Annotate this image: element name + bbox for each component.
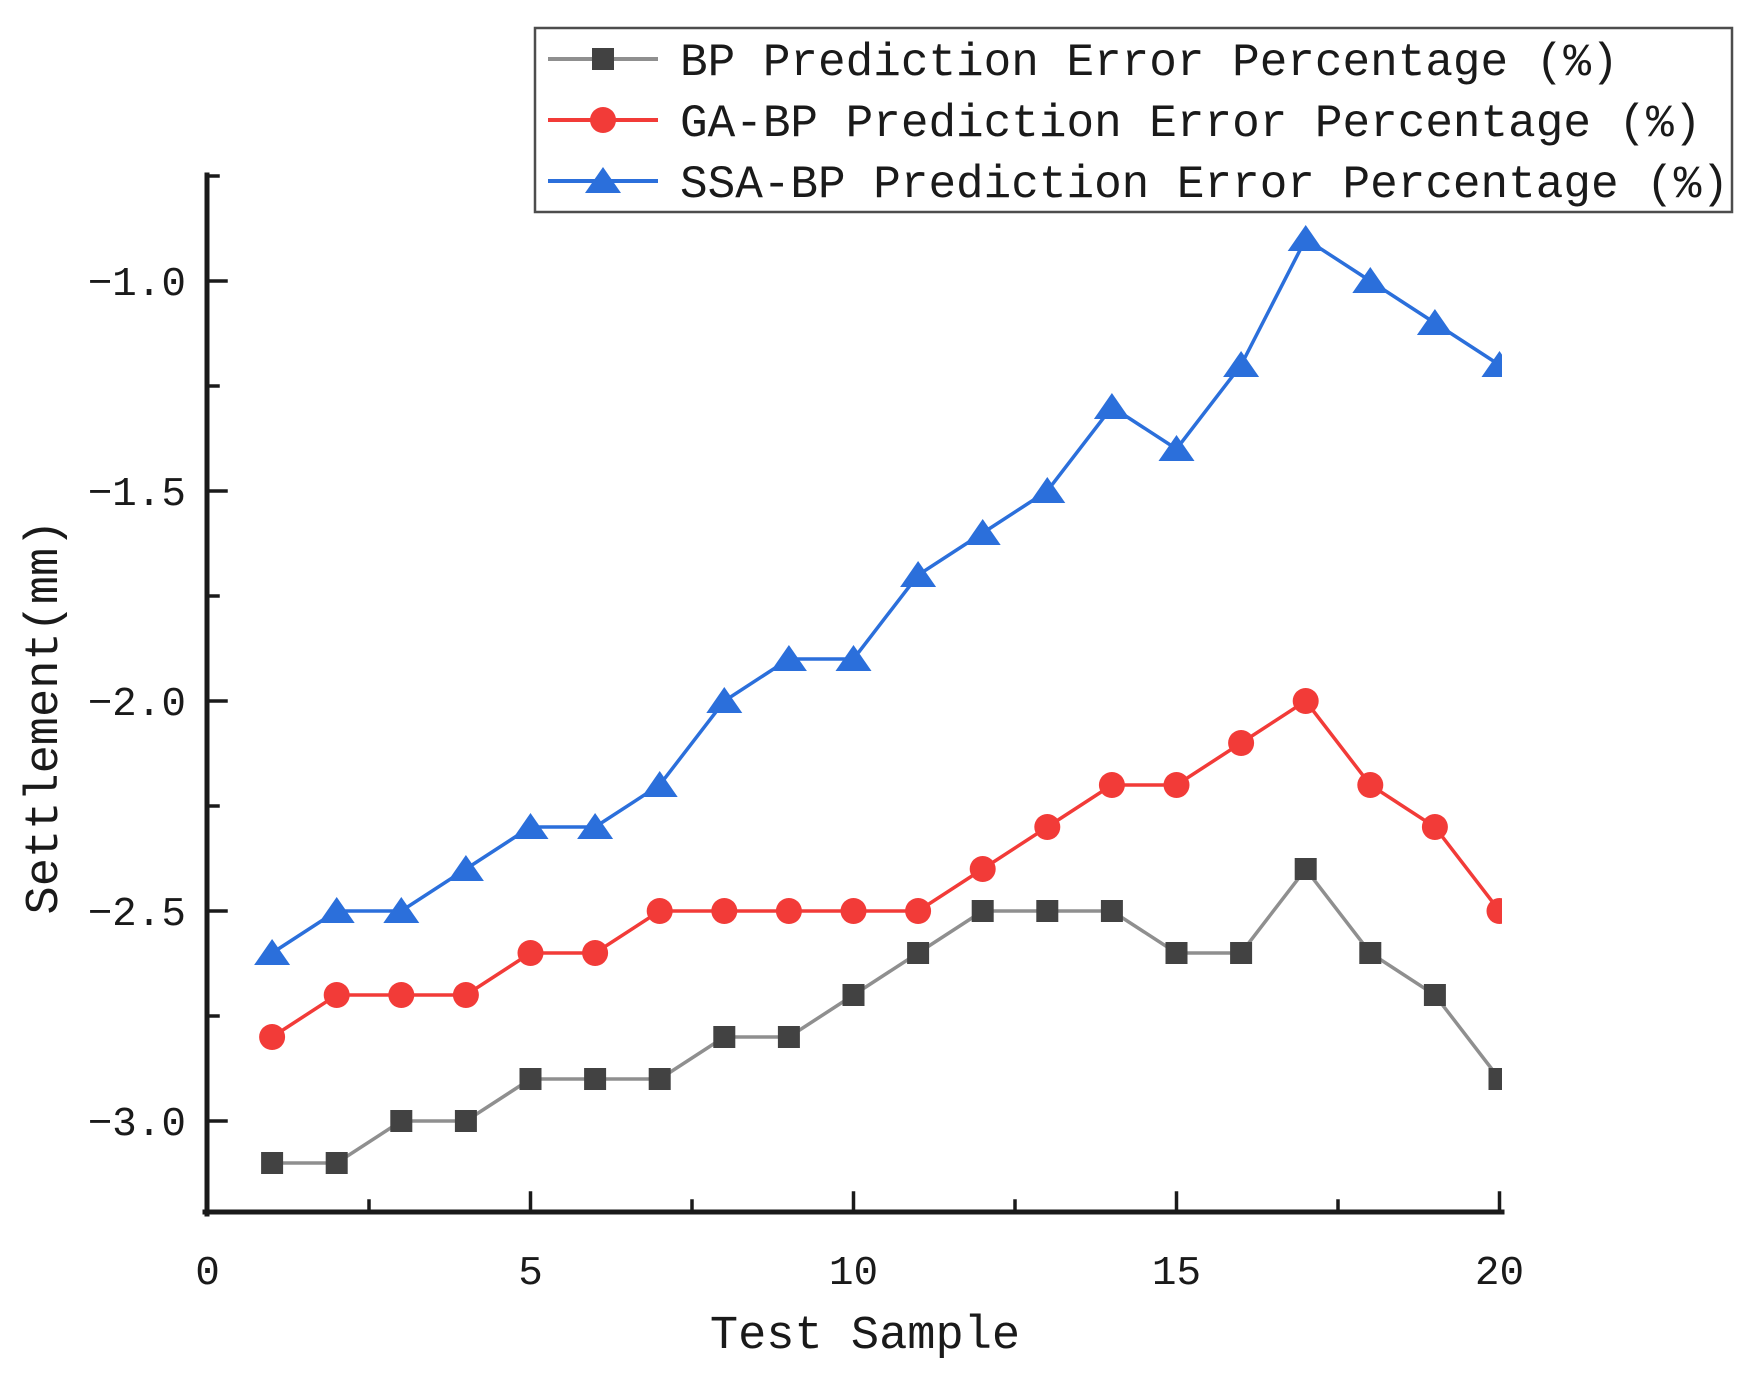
series-ga-bp-marker: [840, 898, 867, 924]
series-bp-marker: [261, 1152, 284, 1174]
series-ssa-bp-marker: [1093, 393, 1130, 419]
series-bp-marker: [390, 1110, 413, 1132]
series-ssa-bp-marker: [1029, 477, 1066, 503]
series-ga-bp-marker: [323, 982, 350, 1008]
series-bp-marker: [648, 1068, 671, 1090]
series-ga-bp-marker: [388, 982, 415, 1008]
legend-label: SSA-BP Prediction Error Percentage (%): [680, 159, 1729, 211]
y-tick-label: −2.5: [88, 892, 186, 938]
axes: [202, 172, 1505, 1217]
series-ssa-bp-marker: [835, 645, 872, 671]
legend-box: [533, 26, 1734, 214]
series-bp-marker: [454, 1110, 477, 1132]
series-ga-bp-marker: [775, 898, 802, 924]
legend-label: BP Prediction Error Percentage (%): [680, 37, 1619, 89]
series-ssa-bp-line: [271, 236, 1501, 955]
y-tick-label: −2.0: [88, 682, 186, 728]
series-ga-bp-marker: [452, 982, 479, 1008]
series-ga-bp-marker: [259, 1024, 286, 1050]
series-ssa-bp-marker: [964, 519, 1001, 545]
series-ga-bp-marker: [1163, 772, 1190, 798]
series-ssa-bp-marker: [1223, 351, 1260, 377]
series-ssa-bp-marker: [641, 771, 678, 797]
series-ssa-bp-marker: [512, 813, 549, 839]
series-ssa-bp-marker: [318, 897, 355, 923]
x-ticks: [205, 1191, 1502, 1214]
x-tick-label: 5: [518, 1251, 543, 1297]
series-ga-bp-marker: [1421, 814, 1448, 840]
series-ga-bp-marker: [1357, 772, 1384, 798]
series-bp-marker: [1294, 858, 1317, 880]
series-ssa-bp-marker: [1158, 435, 1195, 461]
series-bp-marker: [971, 900, 994, 922]
series-ga-bp-marker: [905, 898, 932, 924]
series-bp-marker: [777, 1026, 800, 1048]
series-ga-bp-marker: [711, 898, 738, 924]
x-tick-label: 15: [1152, 1251, 1201, 1297]
series-ssa-bp-marker: [1416, 309, 1453, 335]
y-axis-title: Settlement(mm): [19, 520, 72, 915]
series-bp-marker: [1230, 942, 1253, 964]
legend-item-ssa-bp: SSA-BP Prediction Error Percentage (%): [548, 159, 1729, 211]
series-bp-marker: [1036, 900, 1059, 922]
legend-label: GA-BP Prediction Error Percentage (%): [680, 98, 1701, 150]
legend-square-marker: [592, 48, 614, 70]
series-ga-bp-marker: [969, 856, 996, 882]
legend-triangle-marker: [585, 167, 621, 193]
series-ga-bp-marker: [1292, 688, 1319, 714]
series-ga-bp-marker: [1098, 772, 1125, 798]
series-ssa-bp-marker: [770, 645, 807, 671]
series-bp-marker: [519, 1068, 542, 1090]
y-ticks: [205, 174, 228, 1123]
series-ssa-bp-marker: [577, 813, 614, 839]
series-bp-marker: [1165, 942, 1188, 964]
series-bp-marker: [1359, 942, 1382, 964]
series-ssa-bp-marker: [383, 897, 420, 923]
x-tick-label: 20: [1475, 1251, 1524, 1297]
x-axis-title: Test Sample: [710, 1310, 1020, 1363]
series-ga-bp-marker: [517, 940, 544, 966]
series-ga-bp-marker: [1486, 898, 1502, 924]
series-ssa-bp-marker: [1352, 267, 1389, 293]
series-bp-marker: [325, 1152, 348, 1174]
series-ssa-bp: [254, 225, 1502, 965]
series-ga-bp-marker: [646, 898, 673, 924]
y-tick-label: −1.5: [88, 472, 186, 518]
series-bp-marker: [842, 984, 865, 1006]
legend-circle-marker: [590, 107, 616, 133]
series-ssa-bp-marker: [900, 561, 937, 587]
legend-item-bp: BP Prediction Error Percentage (%): [548, 37, 1619, 89]
series-bp-marker: [1100, 900, 1123, 922]
series-ga-bp-marker: [1034, 814, 1061, 840]
tick-labels: 0 5 10 15 20 −1.0 −1.5 −2.0 −2.5 −3.0: [88, 262, 1525, 1297]
series-bp-marker: [1488, 1068, 1502, 1090]
series-bp-marker: [907, 942, 930, 964]
y-tick-label: −3.0: [88, 1102, 186, 1148]
series-bp: [261, 858, 1502, 1174]
series-ga-bp: [259, 688, 1502, 1050]
y-tick-label: −1.0: [88, 262, 186, 308]
legend-item-ga-bp: GA-BP Prediction Error Percentage (%): [548, 98, 1701, 150]
series-bp-marker: [584, 1068, 607, 1090]
series-bp-marker: [713, 1026, 736, 1048]
series-ssa-bp-marker: [254, 939, 291, 965]
series-ga-bp-marker: [1228, 730, 1255, 756]
legend: BP Prediction Error Percentage (%) GA-BP …: [533, 26, 1734, 214]
series-ssa-bp-marker: [1287, 225, 1324, 251]
x-tick-label: 0: [195, 1251, 220, 1297]
x-tick-label: 10: [829, 1251, 878, 1297]
series-ga-bp-marker: [582, 940, 609, 966]
series-ssa-bp-marker: [1481, 351, 1502, 377]
plot-area: [254, 225, 1502, 1174]
series-ssa-bp-marker: [706, 687, 743, 713]
series-bp-marker: [1423, 984, 1446, 1006]
series-ssa-bp-marker: [447, 855, 484, 881]
